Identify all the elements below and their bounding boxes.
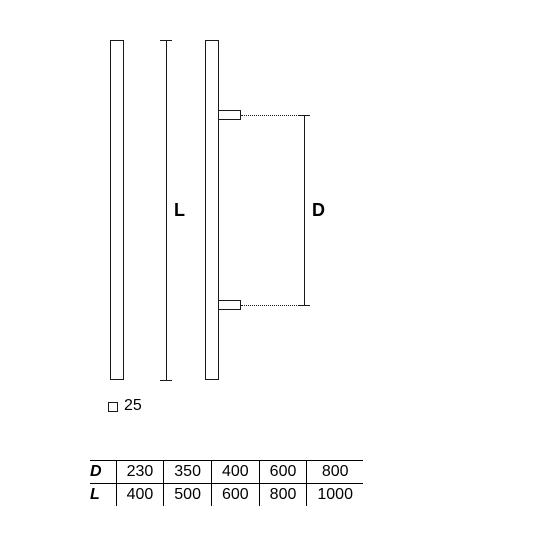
square-marker-icon <box>108 402 118 412</box>
side-bar <box>205 40 219 380</box>
table-cell: 350 <box>164 461 212 484</box>
table-cell: 230 <box>116 461 164 484</box>
table-row: D 230 350 400 600 800 <box>90 461 363 484</box>
d-indicator-top-tick <box>298 115 310 116</box>
l-indicator-line <box>166 40 167 380</box>
table-cell: 600 <box>259 461 307 484</box>
table-cell: 500 <box>164 484 212 507</box>
technical-drawing: { "diagram": { "background_color": "#fff… <box>0 0 550 550</box>
l-indicator-bottom-tick <box>160 380 172 381</box>
l-label: L <box>174 200 185 221</box>
table-cell: 400 <box>211 461 259 484</box>
upper-stub <box>219 110 241 120</box>
row-head-l: L <box>90 484 116 507</box>
table-cell: 400 <box>116 484 164 507</box>
table-cell: 800 <box>307 461 363 484</box>
row-head-d: D <box>90 461 116 484</box>
front-bar <box>110 40 124 380</box>
table-cell: 1000 <box>307 484 363 507</box>
d-indicator-bottom-tick <box>298 305 310 306</box>
dimension-table: D 230 350 400 600 800 L 400 500 600 800 … <box>90 460 363 506</box>
l-indicator-top-tick <box>160 40 172 41</box>
square-marker-label: 25 <box>124 397 142 415</box>
d-label: D <box>312 200 325 221</box>
lower-stub <box>219 300 241 310</box>
table-row: L 400 500 600 800 1000 <box>90 484 363 507</box>
dotted-line-upper <box>241 115 301 116</box>
dotted-line-lower <box>241 305 301 306</box>
d-indicator-line <box>304 115 305 305</box>
table-cell: 800 <box>259 484 307 507</box>
table-cell: 600 <box>211 484 259 507</box>
